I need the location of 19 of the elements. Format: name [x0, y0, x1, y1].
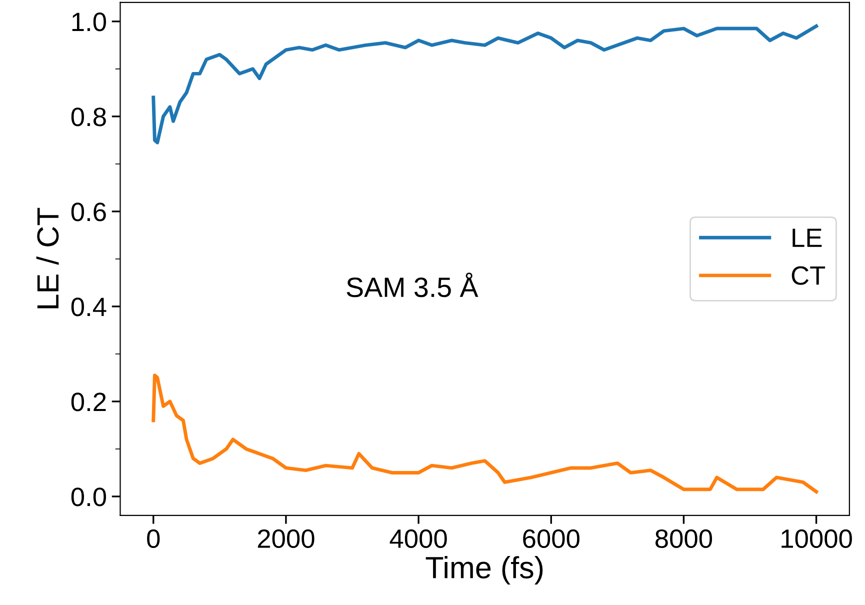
- annotation: SAM 3.5 Å: [346, 272, 478, 298]
- x-tick-label: 4000: [390, 529, 447, 548]
- x-tick-label: 2000: [258, 529, 314, 548]
- x-tick-label: 0: [147, 529, 160, 548]
- y-tick-label: 0.2: [71, 392, 106, 412]
- legend-label: LE: [792, 228, 822, 247]
- line-series: [152, 374, 818, 494]
- x-tick-label: 6000: [523, 529, 580, 548]
- y-axis-title: LE / CT: [36, 208, 59, 308]
- y-tick-label: 0.0: [71, 488, 106, 506]
- y-tick-label: 0.4: [71, 298, 106, 316]
- x-tick-label: 10000: [782, 529, 852, 548]
- x-axis-title: Time (fs): [426, 556, 543, 584]
- y-tick-label: 0.6: [71, 202, 106, 222]
- y-tick-label: 0.8: [71, 108, 106, 126]
- y-tick-label: 1.0: [72, 12, 106, 32]
- legend-label: CT: [792, 266, 826, 285]
- x-tick-label: 8000: [656, 529, 712, 548]
- line-series: [152, 24, 818, 144]
